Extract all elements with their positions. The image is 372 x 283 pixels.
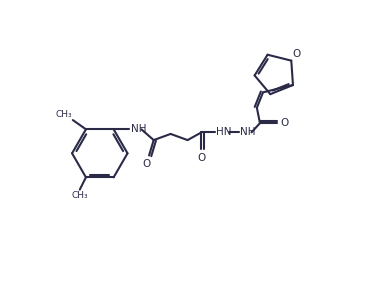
Text: CH₃: CH₃ — [71, 191, 88, 200]
Text: O: O — [197, 153, 206, 163]
Text: O: O — [293, 49, 301, 59]
Text: HN: HN — [216, 127, 231, 137]
Text: NH: NH — [131, 124, 146, 134]
Text: O: O — [281, 118, 289, 128]
Text: NH: NH — [240, 127, 256, 137]
Text: O: O — [142, 159, 151, 169]
Text: CH₃: CH₃ — [55, 110, 72, 119]
